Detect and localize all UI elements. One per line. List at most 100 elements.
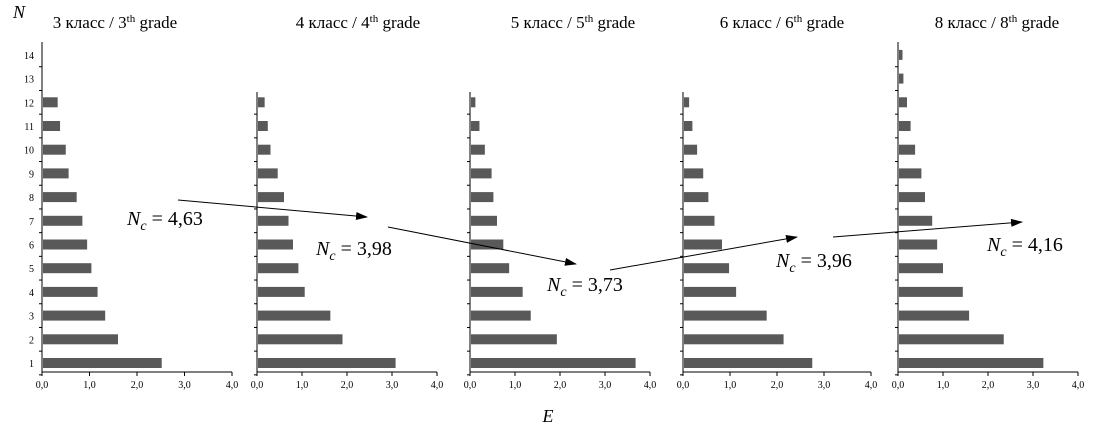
nc-subscript: c bbox=[789, 261, 796, 276]
y-tick-label: 10 bbox=[24, 146, 34, 157]
x-tick-label: 1,0 bbox=[296, 380, 309, 391]
bar-5 bbox=[258, 263, 299, 274]
chart-title-sup: th bbox=[127, 13, 136, 25]
x-tick-label: 1,0 bbox=[83, 380, 96, 391]
bar-7 bbox=[471, 215, 497, 226]
y-tick-label: 7 bbox=[29, 217, 34, 228]
y-tick-label: 12 bbox=[24, 98, 34, 109]
bar-9 bbox=[258, 168, 278, 179]
chart-panel-4: 6 класс / 6th grade 0,0 1,0 2,0 3,0 4,0 bbox=[677, 13, 878, 391]
bar-8 bbox=[471, 192, 494, 203]
bar-4 bbox=[43, 286, 98, 297]
chart-title: 6 класс / 6th grade bbox=[720, 13, 844, 32]
chart-title-end: grade bbox=[802, 13, 844, 32]
bar-6 bbox=[684, 239, 723, 250]
bar-12 bbox=[684, 97, 690, 108]
bar-8 bbox=[899, 192, 925, 203]
y-axis-label: N bbox=[12, 2, 26, 22]
bar-11 bbox=[684, 121, 693, 131]
x-tick-label: 0,0 bbox=[464, 380, 477, 391]
bar-7 bbox=[258, 215, 289, 226]
bar-5 bbox=[899, 263, 943, 274]
y-tick-label: 2 bbox=[29, 335, 34, 346]
chart-title-main: 5 класс / 5 bbox=[511, 13, 585, 32]
x-tick-label: 3,0 bbox=[1027, 380, 1040, 391]
bar-10 bbox=[258, 144, 271, 155]
nc-subscript: c bbox=[140, 219, 147, 234]
bar-3 bbox=[43, 310, 106, 321]
bar-9 bbox=[899, 168, 922, 179]
x-tick-label: 3,0 bbox=[599, 380, 612, 391]
chart-title-main: 3 класс / 3 bbox=[53, 13, 127, 32]
x-axis-label: E bbox=[542, 406, 554, 426]
bar-10 bbox=[899, 144, 916, 155]
y-tick-label: 6 bbox=[29, 241, 34, 252]
y-tick-label: 4 bbox=[29, 288, 34, 299]
bar-3 bbox=[899, 310, 970, 321]
chart-panel-3: 5 класс / 5th grade 0,0 1,0 2,0 3,0 4,0 bbox=[464, 13, 657, 391]
nc-value: = 4,63 bbox=[147, 208, 203, 230]
y-tick-label: 5 bbox=[29, 264, 34, 275]
bar-10 bbox=[43, 144, 66, 155]
x-tick-label: 2,0 bbox=[982, 380, 995, 391]
bar-4 bbox=[684, 286, 737, 297]
nc-symbol: N bbox=[986, 234, 1002, 256]
bar-2 bbox=[899, 334, 1004, 345]
bar-4 bbox=[258, 286, 305, 297]
chart-title-main: 8 класс / 8 bbox=[935, 13, 1009, 32]
bar-14 bbox=[899, 49, 903, 60]
trend-arrow bbox=[609, 234, 798, 271]
y-tick-label: 11 bbox=[24, 122, 34, 133]
chart-title: 8 класс / 8th grade bbox=[935, 13, 1059, 32]
bar-12 bbox=[258, 97, 265, 108]
x-tick-label: 0,0 bbox=[251, 380, 264, 391]
nc-annotation: Nc = 4,16 bbox=[986, 234, 1063, 260]
x-tick-label: 2,0 bbox=[554, 380, 567, 391]
chart-title-sup: th bbox=[370, 13, 379, 25]
nc-annotation: Nc = 3,73 bbox=[546, 274, 623, 300]
chart-panel-5: 8 класс / 8th grade 0,0 1,0 2,0 3,0 4,0 bbox=[892, 13, 1085, 391]
y-tick-label: 3 bbox=[29, 312, 34, 323]
x-tick-label: 2,0 bbox=[771, 380, 784, 391]
bar-7 bbox=[684, 215, 715, 226]
bar-2 bbox=[258, 334, 343, 345]
bar-12 bbox=[899, 97, 907, 108]
x-tick-label: 1,0 bbox=[937, 380, 950, 391]
bar-5 bbox=[684, 263, 730, 274]
x-tick-label: 2,0 bbox=[341, 380, 354, 391]
bar-8 bbox=[43, 192, 77, 203]
bar-4 bbox=[899, 286, 963, 297]
x-tick-label: 2,0 bbox=[131, 380, 144, 391]
bar-5 bbox=[471, 263, 510, 274]
bar-8 bbox=[258, 192, 284, 203]
bar-11 bbox=[899, 121, 911, 131]
chart-title: 4 класс / 4th grade bbox=[296, 13, 420, 32]
y-tick-label: 1 bbox=[29, 359, 34, 370]
chart-title-sup: th bbox=[1009, 13, 1018, 25]
bar-9 bbox=[684, 168, 704, 179]
bar-1 bbox=[471, 358, 636, 368]
nc-annotation: Nc = 3,98 bbox=[315, 238, 392, 264]
bar-1 bbox=[684, 358, 813, 368]
x-tick-label: 0,0 bbox=[677, 380, 690, 391]
bar-13 bbox=[899, 73, 904, 84]
bar-6 bbox=[43, 239, 88, 250]
bar-2 bbox=[43, 334, 118, 345]
bar-4 bbox=[471, 286, 523, 297]
nc-value: = 3,96 bbox=[796, 250, 852, 272]
x-tick-label: 3,0 bbox=[386, 380, 399, 391]
chart-title: 5 класс / 5th grade bbox=[511, 13, 635, 32]
bar-7 bbox=[899, 215, 933, 226]
nc-subscript: c bbox=[560, 285, 567, 300]
bar-11 bbox=[471, 121, 480, 131]
x-tick-label: 1,0 bbox=[509, 380, 522, 391]
nc-value: = 4,16 bbox=[1007, 234, 1063, 256]
chart-title-end: grade bbox=[135, 13, 177, 32]
chart-title-end: grade bbox=[593, 13, 635, 32]
chart-title-end: grade bbox=[1017, 13, 1059, 32]
y-tick-label: 14 bbox=[24, 51, 34, 62]
bar-2 bbox=[471, 334, 557, 345]
bar-2 bbox=[684, 334, 784, 345]
bar-8 bbox=[684, 192, 709, 203]
x-tick-label: 0,0 bbox=[36, 380, 49, 391]
